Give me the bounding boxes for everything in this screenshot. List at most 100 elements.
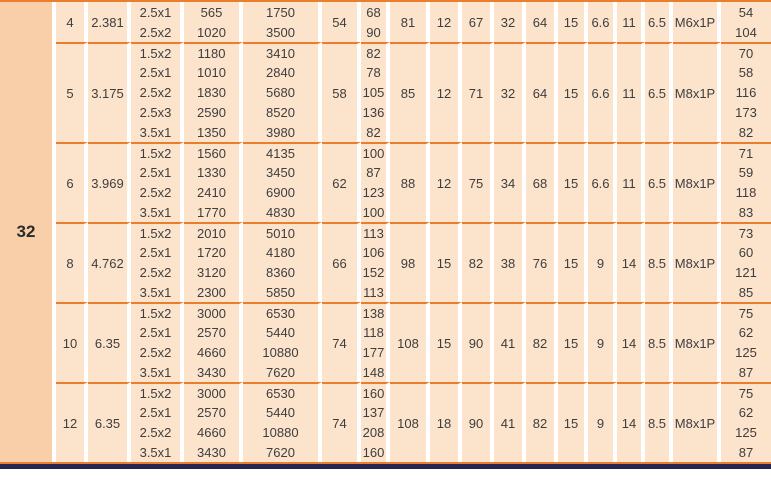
size-cell: 8	[56, 222, 88, 302]
table-row: 32 4 2.381 2.5x1 565 1750 54 68 81 12 67 32 64 15 6.6 1…	[0, 2, 771, 462]
spec-h-cell: 14	[617, 382, 645, 462]
table-row: 2.5x2 3120 8360 152 121	[0, 262, 771, 282]
width-cell: 82	[361, 122, 390, 142]
load1-cell: 2300	[184, 282, 243, 302]
teeth-row-header: 32	[0, 2, 56, 462]
spec-f-cell: 15	[558, 302, 588, 382]
width-cell: 87	[361, 162, 390, 182]
spec-h-cell: 11	[617, 2, 645, 42]
dims-cell: 3.5x1	[131, 362, 184, 382]
table-row: 10 6.35 1.5x2 3000 6530 74 138 108 15 90 41 82 15 9 14…	[0, 302, 771, 382]
load1-cell: 3000	[184, 302, 243, 322]
load2-cell: 8520	[243, 102, 322, 122]
width-cell: 148	[361, 362, 390, 382]
load1-cell: 565	[184, 2, 243, 22]
dims-cell: 1.5x2	[131, 42, 184, 62]
dims-cell: 2.5x2	[131, 342, 184, 362]
table-row: 2.5x1 1010 2840 78 58	[0, 62, 771, 82]
size-cell: 4	[56, 2, 88, 42]
load1-cell: 1830	[184, 82, 243, 102]
load2-cell: 5850	[243, 282, 322, 302]
spec-g-cell: 6.6	[588, 42, 617, 142]
load1-cell: 2570	[184, 322, 243, 342]
spec-d-cell: 41	[494, 382, 526, 462]
pitch-cell: 3.175	[88, 42, 131, 142]
spec-h-cell: 11	[617, 42, 645, 142]
dims-cell: 2.5x3	[131, 102, 184, 122]
load2-cell: 6530	[243, 302, 322, 322]
spec-c-cell: 90	[462, 302, 494, 382]
spec-i-cell: 6.5	[645, 2, 673, 42]
length-cell: 125	[721, 422, 771, 442]
spec-a-cell: 98	[390, 222, 430, 302]
table-row: 2.5x2 1020 3500 90 104	[0, 22, 771, 42]
load1-cell: 3120	[184, 262, 243, 282]
table-row: 2.5x1 2570 5440 137 62	[0, 402, 771, 422]
length-cell: 75	[721, 382, 771, 402]
spec-b-cell: 15	[430, 302, 462, 382]
width-cell: 105	[361, 82, 390, 102]
width-cell: 152	[361, 262, 390, 282]
width-cell: 160	[361, 382, 390, 402]
dims-cell: 2.5x1	[131, 2, 184, 22]
size-cell: 6	[56, 142, 88, 222]
size-cell: 12	[56, 382, 88, 462]
spec-g-cell: 9	[588, 302, 617, 382]
load2-cell: 10880	[243, 422, 322, 442]
spec-h-cell: 11	[617, 142, 645, 222]
spec-b-cell: 12	[430, 2, 462, 42]
spec-f-cell: 15	[558, 382, 588, 462]
width-cell: 78	[361, 62, 390, 82]
load2-cell: 1750	[243, 2, 322, 22]
width-cell: 100	[361, 142, 390, 162]
diameter-cell: 54	[322, 2, 361, 42]
length-cell: 73	[721, 222, 771, 242]
width-cell: 160	[361, 442, 390, 462]
spec-h-cell: 14	[617, 222, 645, 302]
table-row: 12 6.35 1.5x2 3000 6530 74 160 108 18 90 41 82 15 9 14…	[0, 382, 771, 462]
diameter-cell: 58	[322, 42, 361, 142]
length-cell: 59	[721, 162, 771, 182]
spec-g-cell: 9	[588, 382, 617, 462]
width-cell: 137	[361, 402, 390, 422]
length-cell: 58	[721, 62, 771, 82]
width-cell: 106	[361, 242, 390, 262]
diameter-cell: 66	[322, 222, 361, 302]
length-cell: 125	[721, 342, 771, 362]
dims-cell: 1.5x2	[131, 222, 184, 242]
load1-cell: 1350	[184, 122, 243, 142]
spec-e-cell: 64	[526, 42, 558, 142]
load1-cell: 1770	[184, 202, 243, 222]
table-row: 3.5x1 1770 4830 100 83	[0, 202, 771, 222]
load2-cell: 5680	[243, 82, 322, 102]
thread-cell: M8x1P	[673, 42, 721, 142]
dims-cell: 1.5x2	[131, 382, 184, 402]
spec-b-cell: 18	[430, 382, 462, 462]
dims-cell: 2.5x1	[131, 402, 184, 422]
load1-cell: 3430	[184, 362, 243, 382]
spec-c-cell: 82	[462, 222, 494, 302]
dims-cell: 3.5x1	[131, 442, 184, 462]
load2-cell: 3500	[243, 22, 322, 42]
spec-e-cell: 64	[526, 2, 558, 42]
spec-a-cell: 81	[390, 2, 430, 42]
spec-f-cell: 15	[558, 142, 588, 222]
load1-cell: 4660	[184, 342, 243, 362]
load1-cell: 2590	[184, 102, 243, 122]
length-cell: 83	[721, 202, 771, 222]
dims-cell: 1.5x2	[131, 142, 184, 162]
diameter-cell: 74	[322, 302, 361, 382]
table-row: 2.5x1 2570 5440 118 62	[0, 322, 771, 342]
dims-cell: 2.5x2	[131, 182, 184, 202]
load1-cell: 1720	[184, 242, 243, 262]
length-cell: 82	[721, 122, 771, 142]
load2-cell: 7620	[243, 442, 322, 462]
thread-cell: M8x1P	[673, 142, 721, 222]
table-row: 2.5x2 1830 5680 105 116	[0, 82, 771, 102]
dims-cell: 2.5x1	[131, 62, 184, 82]
top-border-rule	[0, 0, 771, 2]
length-cell: 62	[721, 402, 771, 422]
load1-cell: 3000	[184, 382, 243, 402]
width-cell: 68	[361, 2, 390, 22]
length-cell: 87	[721, 362, 771, 382]
